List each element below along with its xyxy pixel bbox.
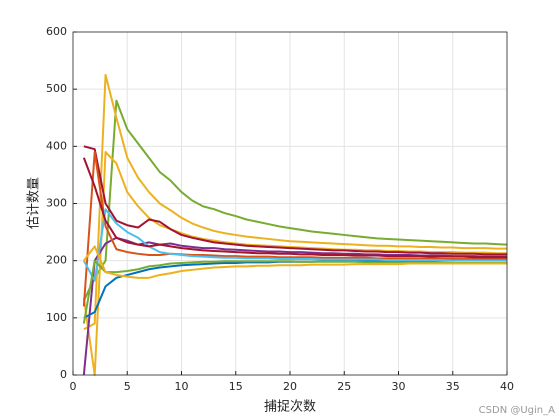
series-line: [83, 145, 507, 256]
x-tick-label: 10: [175, 380, 189, 393]
y-tick-label: 400: [46, 139, 67, 152]
x-tick-label: 15: [229, 380, 243, 393]
axes-box: [72, 31, 508, 376]
x-tick-label: 20: [283, 380, 297, 393]
x-tick-label: 35: [446, 380, 460, 393]
y-tick-label: 200: [46, 254, 67, 267]
series-line: [82, 157, 507, 259]
x-tick-label: 0: [70, 380, 77, 393]
y-axis-label: 估计数量: [27, 177, 42, 229]
y-tick-label: 0: [60, 368, 67, 381]
series-line: [82, 151, 507, 307]
x-tick-label: 5: [124, 380, 131, 393]
watermark: CSDN @Ugin_A: [479, 405, 555, 416]
x-axis-label: 捕捉次数: [264, 399, 316, 415]
series-line: [82, 99, 508, 302]
y-tick-label: 500: [46, 82, 67, 95]
x-tick-label: 40: [500, 380, 514, 393]
series-line: [83, 73, 507, 331]
y-tick-label: 100: [46, 311, 67, 324]
y-tick-label: 600: [46, 25, 67, 38]
y-tick-label: 300: [46, 197, 67, 210]
x-tick-label: 30: [392, 380, 406, 393]
x-tick-label: 25: [337, 380, 351, 393]
series-line: [82, 208, 507, 282]
series-line: [82, 236, 507, 376]
series-line: [83, 245, 507, 279]
